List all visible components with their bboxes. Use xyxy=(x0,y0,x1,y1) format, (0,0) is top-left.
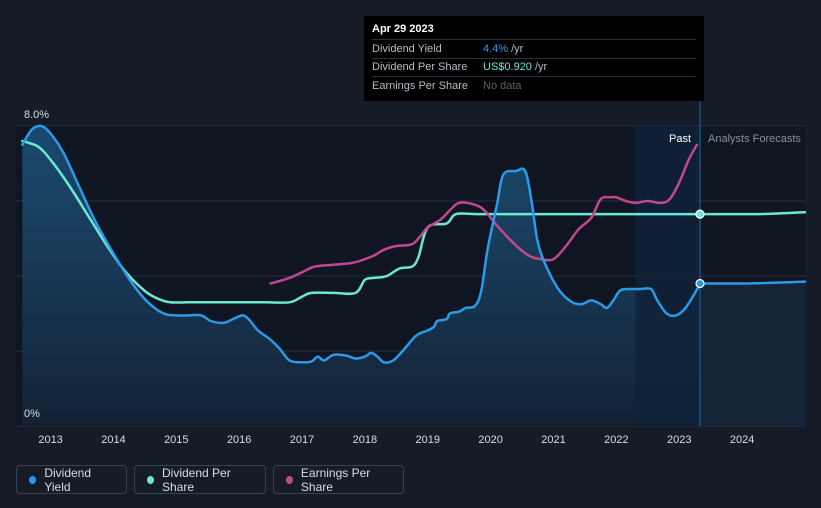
x-tick-label: 2021 xyxy=(541,434,565,446)
x-tick-label: 2014 xyxy=(101,434,125,446)
past-label: Past xyxy=(669,133,691,145)
legend-dot-icon xyxy=(286,475,293,484)
legend-label: Earnings Per Share xyxy=(300,465,371,494)
x-tick-label: 2024 xyxy=(730,434,754,446)
y-tick-label: 0% xyxy=(24,408,40,420)
legend-item-dividend-per-share[interactable]: Dividend Per Share xyxy=(134,465,266,494)
x-tick-label: 2020 xyxy=(478,434,502,446)
x-tick-label: 2013 xyxy=(38,434,62,446)
x-tick-label: 2016 xyxy=(227,434,251,446)
tooltip-label: Earnings Per Share xyxy=(372,79,468,92)
marker-dot xyxy=(695,209,705,219)
forecast-label: Analysts Forecasts xyxy=(708,133,801,145)
tooltip-box: Apr 29 2023 Dividend Yield 4.4% /yr Divi… xyxy=(364,16,704,101)
x-tick-label: 2019 xyxy=(416,434,440,446)
legend-dot-icon xyxy=(147,475,154,484)
y-tick-label: 8.0% xyxy=(24,109,49,121)
tooltip-row-earnings-per-share: Earnings Per Share No data xyxy=(372,76,696,95)
x-tick-label: 2023 xyxy=(667,434,691,446)
forecast-region xyxy=(635,101,701,426)
x-tick-label: 2018 xyxy=(353,434,377,446)
series-lines xyxy=(21,124,807,364)
tooltip-value: No data xyxy=(483,79,522,92)
legend-item-earnings-per-share[interactable]: Earnings Per Share xyxy=(273,465,404,494)
tooltip-value: 4.4% xyxy=(483,42,509,55)
tooltip-date: Apr 29 2023 xyxy=(372,23,434,35)
tooltip-value: US$0.920 xyxy=(483,61,532,74)
tooltip-label: Dividend Per Share xyxy=(372,61,468,74)
tooltip-unit: /yr xyxy=(511,42,524,55)
tooltip-unit: /yr xyxy=(534,61,548,74)
legend-label: Dividend Yield xyxy=(44,465,92,494)
x-tick-label: 2015 xyxy=(164,434,188,446)
dividend-yield-line xyxy=(21,124,702,364)
axis-labels: 8.0% 0% 2013 2014 2015 2016 2017 2018 2019 2020 20… xyxy=(24,109,801,446)
dividend-per-share-forecast-line xyxy=(698,211,807,216)
legend-dot-icon xyxy=(29,475,37,484)
x-tick-label: 2017 xyxy=(290,434,314,446)
marker-dots xyxy=(695,209,705,289)
dividend-yield-forecast-area xyxy=(700,281,805,426)
legend-label: Dividend Per Share xyxy=(162,465,231,494)
earnings-per-share-line xyxy=(269,143,699,285)
dividend-yield-forecast-line xyxy=(698,280,807,285)
x-tick-label: 2022 xyxy=(604,434,628,446)
tooltip-label: Dividend Yield xyxy=(372,42,442,55)
tooltip-row-dividend-per-share: Dividend Per Share US$0.920 /yr xyxy=(372,57,696,77)
legend-item-dividend-yield[interactable]: Dividend Yield xyxy=(16,465,127,494)
marker-dot xyxy=(695,278,705,289)
tooltip-row-dividend-yield: Dividend Yield 4.4% /yr xyxy=(372,39,696,58)
past-highlight-band xyxy=(635,126,701,426)
